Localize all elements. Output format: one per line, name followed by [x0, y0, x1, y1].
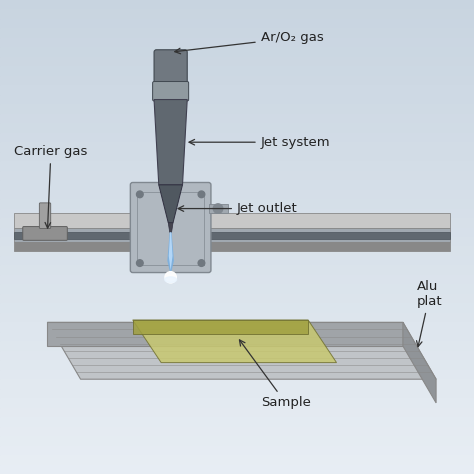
Text: Sample: Sample	[239, 340, 310, 410]
Text: Jet outlet: Jet outlet	[178, 202, 298, 215]
Circle shape	[198, 260, 205, 266]
Bar	[0, 256, 474, 265]
Bar	[0, 228, 474, 237]
FancyBboxPatch shape	[130, 182, 211, 273]
Bar	[0, 275, 474, 284]
Bar	[0, 28, 474, 38]
Polygon shape	[168, 223, 173, 232]
Circle shape	[213, 204, 223, 213]
Text: Alu
plat: Alu plat	[417, 280, 443, 346]
Text: Carrier gas: Carrier gas	[14, 145, 88, 228]
Bar	[0, 38, 474, 47]
Ellipse shape	[165, 277, 176, 283]
Bar	[0, 417, 474, 427]
Bar	[0, 465, 474, 474]
Bar	[0, 0, 474, 9]
Bar	[0, 389, 474, 398]
Bar	[0, 427, 474, 436]
Bar	[0, 313, 474, 322]
Bar	[0, 237, 474, 246]
Polygon shape	[47, 322, 436, 379]
Bar	[0, 218, 474, 228]
Bar	[0, 161, 474, 171]
Bar	[0, 209, 474, 218]
Bar	[0, 171, 474, 180]
Bar	[0, 246, 474, 256]
Polygon shape	[14, 232, 450, 239]
Bar	[0, 66, 474, 76]
Polygon shape	[14, 242, 450, 251]
Bar	[0, 104, 474, 114]
Polygon shape	[133, 320, 337, 363]
Bar	[0, 123, 474, 133]
Bar	[0, 455, 474, 465]
Polygon shape	[169, 232, 173, 270]
Bar	[0, 351, 474, 360]
Bar	[0, 142, 474, 152]
Circle shape	[198, 191, 205, 198]
Polygon shape	[403, 322, 436, 403]
Bar	[0, 114, 474, 123]
Bar	[0, 133, 474, 142]
Polygon shape	[167, 232, 174, 275]
FancyBboxPatch shape	[153, 82, 189, 101]
Bar	[0, 303, 474, 313]
Polygon shape	[14, 228, 450, 242]
Bar	[0, 408, 474, 417]
Bar	[0, 360, 474, 370]
Bar	[0, 446, 474, 455]
Bar	[0, 9, 474, 19]
Polygon shape	[159, 185, 182, 223]
Polygon shape	[47, 322, 403, 346]
Bar	[0, 199, 474, 209]
Polygon shape	[154, 100, 187, 185]
Bar	[0, 379, 474, 389]
Bar	[0, 180, 474, 190]
Bar	[0, 284, 474, 294]
FancyBboxPatch shape	[154, 50, 187, 88]
Bar	[0, 190, 474, 199]
Bar	[0, 76, 474, 85]
Bar	[0, 95, 474, 104]
FancyBboxPatch shape	[39, 203, 51, 228]
Bar	[0, 294, 474, 303]
Polygon shape	[14, 213, 450, 228]
Bar	[0, 85, 474, 95]
Bar	[0, 322, 474, 332]
Bar	[0, 57, 474, 66]
Polygon shape	[133, 320, 308, 334]
Bar	[0, 19, 474, 28]
Circle shape	[165, 272, 176, 283]
Bar	[0, 436, 474, 446]
Circle shape	[137, 260, 143, 266]
Bar	[0, 370, 474, 379]
Polygon shape	[209, 204, 228, 213]
Bar	[0, 332, 474, 341]
Text: Ar/O₂ gas: Ar/O₂ gas	[175, 31, 323, 54]
Bar	[0, 47, 474, 57]
Text: Jet system: Jet system	[189, 136, 330, 149]
Bar	[0, 341, 474, 351]
FancyBboxPatch shape	[23, 227, 67, 240]
Bar	[0, 265, 474, 275]
Bar	[0, 398, 474, 408]
Bar	[0, 152, 474, 161]
Circle shape	[137, 191, 143, 198]
